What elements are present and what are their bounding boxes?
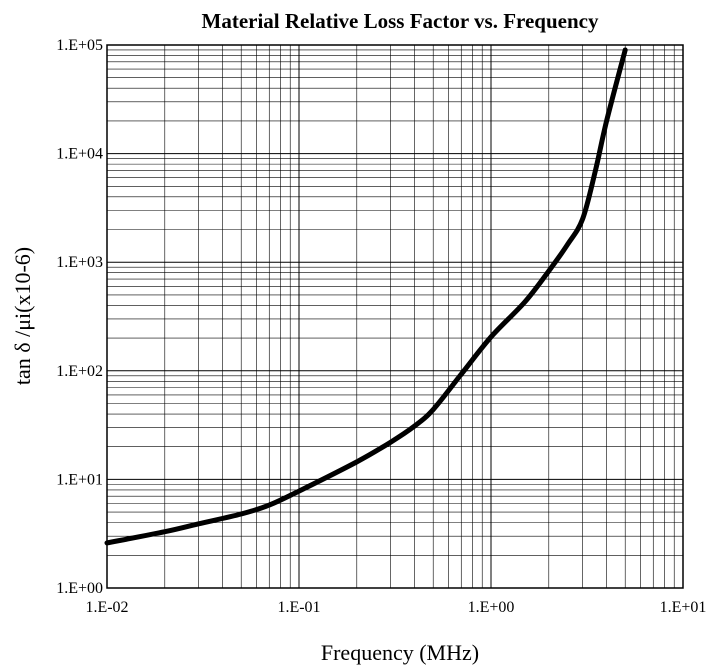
series-lines <box>104 47 628 546</box>
x-tick-labels: 1.E-02 1.E-01 1.E+00 1.E+01 <box>85 599 706 616</box>
x-tick-label: 1.E-01 <box>277 599 320 616</box>
chart-title: Material Relative Loss Factor vs. Freque… <box>202 9 599 33</box>
x-tick-label: 1.E+00 <box>468 599 515 616</box>
y-tick-label: 1.E+02 <box>56 363 103 380</box>
plot-frame <box>106 44 684 589</box>
grid <box>106 45 683 589</box>
y-tick-label: 1.E+01 <box>56 471 103 488</box>
y-axis-label: tan δ /μi(x10-6) <box>10 247 35 385</box>
x-tick-label: 1.E+01 <box>660 599 707 616</box>
y-tick-label: 1.E+05 <box>56 37 103 54</box>
x-axis-label: Frequency (MHz) <box>321 640 479 665</box>
y-tick-labels: 1.E+00 1.E+01 1.E+02 1.E+03 1.E+04 1.E+05 <box>56 37 103 597</box>
y-tick-label: 1.E+04 <box>56 146 103 163</box>
x-tick-label: 1.E-02 <box>85 599 128 616</box>
series-line <box>104 47 628 546</box>
y-tick-label: 1.E+00 <box>56 580 103 597</box>
y-tick-label: 1.E+03 <box>56 254 103 271</box>
